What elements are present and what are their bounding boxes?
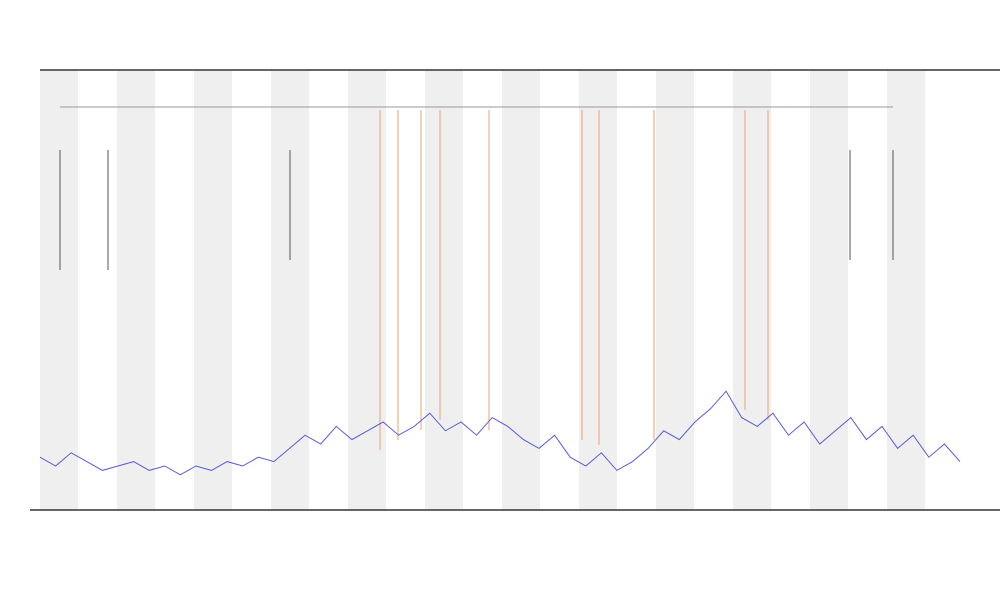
band <box>502 70 540 510</box>
band <box>425 70 463 510</box>
band <box>579 70 617 510</box>
band <box>271 70 309 510</box>
background-bands <box>40 70 925 510</box>
band <box>40 70 78 510</box>
band <box>117 70 155 510</box>
event-lines <box>59 110 894 450</box>
band <box>733 70 771 510</box>
band <box>887 70 925 510</box>
band <box>810 70 848 510</box>
band <box>194 70 232 510</box>
band <box>656 70 694 510</box>
data-line <box>39 390 961 476</box>
